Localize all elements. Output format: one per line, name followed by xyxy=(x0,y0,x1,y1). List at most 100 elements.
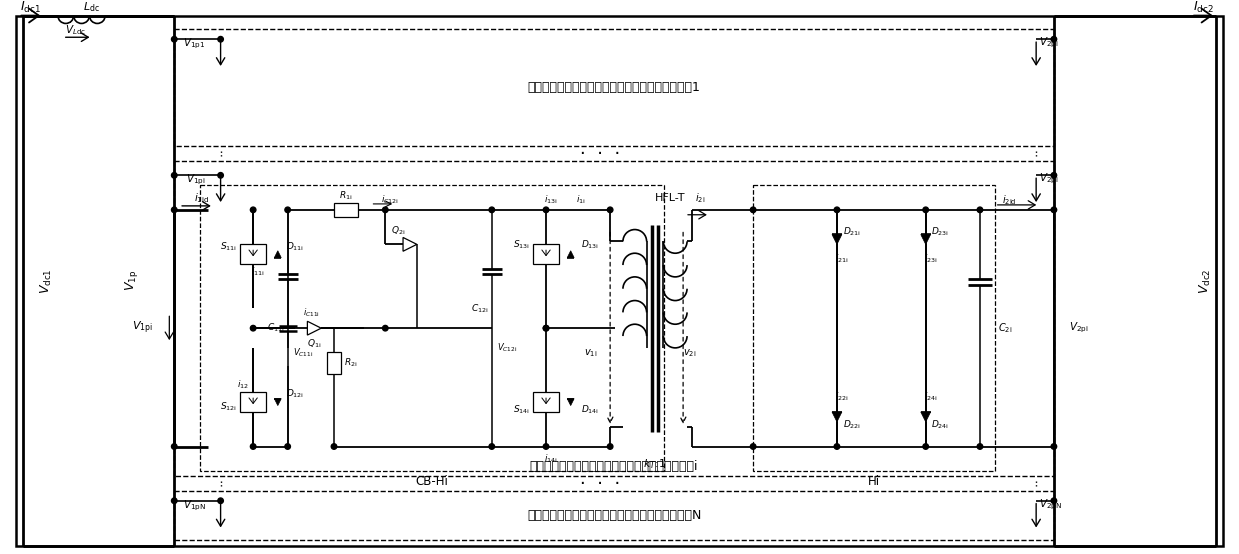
Polygon shape xyxy=(274,251,281,258)
Text: $v_{\mathrm{1i}}$: $v_{\mathrm{1i}}$ xyxy=(584,347,597,359)
Circle shape xyxy=(1051,37,1057,42)
Text: $i_{\mathrm{13i}}$: $i_{\mathrm{13i}}$ xyxy=(544,194,558,206)
Circle shape xyxy=(383,325,388,331)
Bar xyxy=(240,392,266,412)
Circle shape xyxy=(543,325,549,331)
Text: $D_{\mathrm{23i}}$: $D_{\mathrm{23i}}$ xyxy=(932,225,949,238)
Circle shape xyxy=(218,172,223,178)
Circle shape xyxy=(543,444,549,449)
Polygon shape xyxy=(403,238,416,252)
Circle shape xyxy=(607,444,613,449)
Circle shape xyxy=(834,207,840,213)
Circle shape xyxy=(923,207,928,213)
Text: $V_{C\mathrm{12i}}$: $V_{C\mathrm{12i}}$ xyxy=(497,342,517,354)
Polygon shape xyxy=(833,234,841,244)
Circle shape xyxy=(218,498,223,504)
Text: $S_{\mathrm{11i}}$: $S_{\mathrm{11i}}$ xyxy=(221,240,238,253)
Text: $\bar{V}_{L\mathrm{dc}}$: $\bar{V}_{L\mathrm{dc}}$ xyxy=(64,22,87,37)
Circle shape xyxy=(834,444,840,449)
Text: $i_{\mathrm{1id}}$: $i_{\mathrm{1id}}$ xyxy=(195,191,209,205)
Circle shape xyxy=(218,37,223,42)
Bar xyxy=(327,352,341,373)
Circle shape xyxy=(331,444,337,449)
Text: $V_{\mathrm{1p}}$: $V_{\mathrm{1p}}$ xyxy=(124,270,140,291)
Circle shape xyxy=(489,207,494,213)
Circle shape xyxy=(543,207,549,213)
Text: $D_{\mathrm{21i}}$: $D_{\mathrm{21i}}$ xyxy=(843,225,861,238)
Text: $i_{\mathrm{11i}}$: $i_{\mathrm{11i}}$ xyxy=(252,266,265,278)
Text: $i_{\mathrm{14i}}$: $i_{\mathrm{14i}}$ xyxy=(544,452,558,465)
Text: $V_{\mathrm{1pN}}$: $V_{\mathrm{1pN}}$ xyxy=(182,499,206,513)
Polygon shape xyxy=(567,251,574,258)
Text: Hi: Hi xyxy=(867,475,880,488)
Polygon shape xyxy=(274,399,281,406)
Circle shape xyxy=(1051,172,1057,178)
Text: $C_{\mathrm{12i}}$: $C_{\mathrm{12i}}$ xyxy=(471,302,489,315)
Bar xyxy=(335,203,358,217)
Text: $D_{\mathrm{11i}}$: $D_{\mathrm{11i}}$ xyxy=(286,240,304,253)
Circle shape xyxy=(543,325,549,331)
Bar xyxy=(240,244,266,264)
Text: $I_{\mathrm{dc1}}$: $I_{\mathrm{dc1}}$ xyxy=(20,0,41,15)
Text: $i_{\mathrm{2i}}$: $i_{\mathrm{2i}}$ xyxy=(695,191,705,205)
Circle shape xyxy=(285,207,290,213)
Text: $V_{\mathrm{2pi}}$: $V_{\mathrm{2pi}}$ xyxy=(1069,321,1088,335)
Circle shape xyxy=(489,444,494,449)
Text: $Q_{\mathrm{1i}}$: $Q_{\mathrm{1i}}$ xyxy=(307,338,321,350)
Circle shape xyxy=(250,444,256,449)
Text: $i_{C\mathrm{12i}}$: $i_{C\mathrm{12i}}$ xyxy=(382,194,399,206)
Polygon shape xyxy=(307,321,321,335)
Circle shape xyxy=(383,207,388,213)
Text: ·  ·  ·: · · · xyxy=(580,145,621,163)
Text: $C_{\mathrm{2i}}$: $C_{\mathrm{2i}}$ xyxy=(997,321,1012,335)
Text: $i_{C\mathrm{11i}}$: $i_{C\mathrm{11i}}$ xyxy=(302,306,320,319)
Text: $R_{\mathrm{2i}}$: $R_{\mathrm{2i}}$ xyxy=(344,356,357,369)
Text: $i_{\mathrm{2id}}$: $i_{\mathrm{2id}}$ xyxy=(1002,193,1017,207)
Circle shape xyxy=(1051,207,1057,213)
Text: $V_{C\mathrm{11i}}$: $V_{C\mathrm{11i}}$ xyxy=(292,347,313,359)
Circle shape xyxy=(751,207,756,213)
Circle shape xyxy=(171,444,177,449)
Text: $V_{\mathrm{1pi}}$: $V_{\mathrm{1pi}}$ xyxy=(186,173,206,187)
Text: $I_{\mathrm{dc2}}$: $I_{\mathrm{dc2}}$ xyxy=(1193,0,1214,15)
Polygon shape xyxy=(921,234,930,244)
Text: $V_{\mathrm{1p1}}$: $V_{\mathrm{1p1}}$ xyxy=(183,37,206,52)
Text: $i_{\mathrm{1i}}$: $i_{\mathrm{1i}}$ xyxy=(576,194,585,206)
Circle shape xyxy=(1051,498,1057,504)
Circle shape xyxy=(751,444,756,449)
Text: $V_{\mathrm{1pi}}$: $V_{\mathrm{1pi}}$ xyxy=(131,320,152,336)
Text: $i_{\mathrm{12}}$: $i_{\mathrm{12}}$ xyxy=(238,378,249,391)
Circle shape xyxy=(978,207,983,213)
Text: $V_{\mathrm{2pi}}$: $V_{\mathrm{2pi}}$ xyxy=(1040,36,1059,50)
Text: $k_T$:1: $k_T$:1 xyxy=(643,458,667,471)
Text: $v_{\mathrm{2i}}$: $v_{\mathrm{2i}}$ xyxy=(684,347,696,359)
Text: 集成双向故障电流阻断能力的改进双主动全桥模块i: 集成双向故障电流阻断能力的改进双主动全桥模块i xyxy=(530,460,699,473)
Circle shape xyxy=(171,498,177,504)
Text: $S_{\mathrm{13i}}$: $S_{\mathrm{13i}}$ xyxy=(513,238,530,250)
Text: $i_{\mathrm{21i}}$: $i_{\mathrm{21i}}$ xyxy=(835,253,849,265)
Text: $V_{\mathrm{2pi}}$: $V_{\mathrm{2pi}}$ xyxy=(1040,172,1059,187)
Text: $i_{\mathrm{23i}}$: $i_{\mathrm{23i}}$ xyxy=(924,253,938,265)
Text: 集成双向故障电流阻断能力的改进双主动全桥模块1: 集成双向故障电流阻断能力的改进双主动全桥模块1 xyxy=(528,81,700,94)
Polygon shape xyxy=(833,412,841,422)
Bar xyxy=(533,244,559,264)
Circle shape xyxy=(171,207,177,213)
Text: $S_{\mathrm{12i}}$: $S_{\mathrm{12i}}$ xyxy=(221,401,238,413)
Circle shape xyxy=(171,37,177,42)
Text: CB-Hi: CB-Hi xyxy=(416,475,449,488)
Text: $D_{\mathrm{14i}}$: $D_{\mathrm{14i}}$ xyxy=(581,404,598,416)
Polygon shape xyxy=(921,412,930,422)
Text: $S_{\mathrm{14i}}$: $S_{\mathrm{14i}}$ xyxy=(513,404,530,416)
Text: $i_{\mathrm{22i}}$: $i_{\mathrm{22i}}$ xyxy=(835,391,849,403)
Text: 集成双向故障电流阻断能力的改进双主动全桥模块N: 集成双向故障电流阻断能力的改进双主动全桥模块N xyxy=(527,509,701,522)
Text: $C_{\mathrm{11i}}$: $C_{\mathrm{11i}}$ xyxy=(268,322,285,335)
Text: ·  ·  ·: · · · xyxy=(580,475,621,493)
Text: HFL-T: HFL-T xyxy=(654,193,685,203)
Text: $R_{\mathrm{1i}}$: $R_{\mathrm{1i}}$ xyxy=(339,190,353,202)
Text: $D_{\mathrm{13i}}$: $D_{\mathrm{13i}}$ xyxy=(581,238,598,250)
Bar xyxy=(533,392,559,412)
Text: $D_{\mathrm{24i}}$: $D_{\mathrm{24i}}$ xyxy=(932,419,949,431)
Text: $V_{\mathrm{2pN}}$: $V_{\mathrm{2pN}}$ xyxy=(1040,497,1062,512)
Text: $V_{\mathrm{dc2}}$: $V_{\mathrm{dc2}}$ xyxy=(1198,268,1213,294)
Circle shape xyxy=(171,172,177,178)
